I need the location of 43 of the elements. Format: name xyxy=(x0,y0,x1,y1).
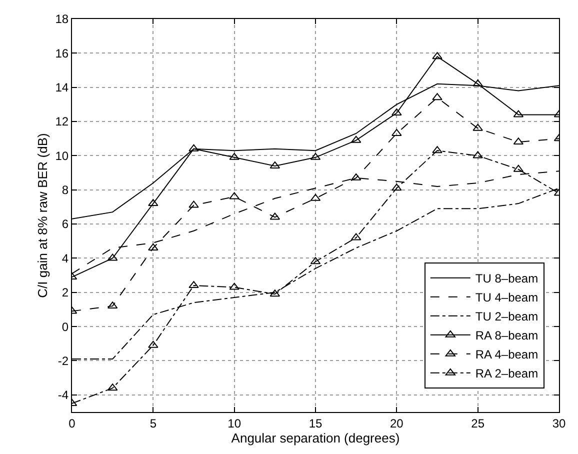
legend-label: RA 2–beam xyxy=(475,366,538,381)
x-tick-label: 10 xyxy=(228,416,242,430)
y-tick-label: 0 xyxy=(62,320,69,334)
point xyxy=(432,93,442,100)
point xyxy=(432,146,442,154)
point xyxy=(188,281,199,288)
point xyxy=(392,128,402,136)
y-axis-title: C/I gain at 8% raw BER (dB) xyxy=(35,133,50,298)
y-tick-label: 10 xyxy=(55,148,69,163)
y-tick-label: 6 xyxy=(62,217,69,232)
y-tick-label: 12 xyxy=(55,114,69,129)
point xyxy=(392,108,402,116)
point xyxy=(229,282,240,290)
legend-label: TU 2–beam xyxy=(475,310,538,324)
point xyxy=(472,151,483,158)
legend-label: TU 8–beam xyxy=(475,272,538,286)
x-tick-label: 20 xyxy=(390,416,404,430)
y-tick-label: 16 xyxy=(55,46,69,60)
x-tick-label: 15 xyxy=(308,416,322,430)
legend-label: RA 8–beam xyxy=(475,328,538,343)
point xyxy=(148,243,158,250)
point xyxy=(188,200,199,208)
x-tick-label: 30 xyxy=(552,416,566,430)
x-tick-label: 5 xyxy=(150,416,157,430)
point xyxy=(472,124,483,131)
point xyxy=(392,184,402,191)
y-tick-label: 8 xyxy=(62,183,69,198)
point xyxy=(148,340,158,348)
y-tick-label: 14 xyxy=(55,80,69,95)
y-tick-label: 4 xyxy=(62,251,69,266)
point xyxy=(229,192,240,200)
point xyxy=(472,79,483,86)
point xyxy=(432,52,442,60)
legend-label: TU 4–beam xyxy=(475,290,538,305)
x-axis-title: Angular separation (degrees) xyxy=(231,430,400,446)
point xyxy=(148,199,158,206)
y-tick-label: 2 xyxy=(62,286,69,300)
legend-label: RA 4–beam xyxy=(475,348,538,362)
y-tick-label: -2 xyxy=(58,354,69,368)
point xyxy=(229,152,240,160)
x-tick-label: 25 xyxy=(471,416,485,430)
y-tick-label: -4 xyxy=(58,388,69,402)
y-tick-label: 18 xyxy=(55,12,69,26)
